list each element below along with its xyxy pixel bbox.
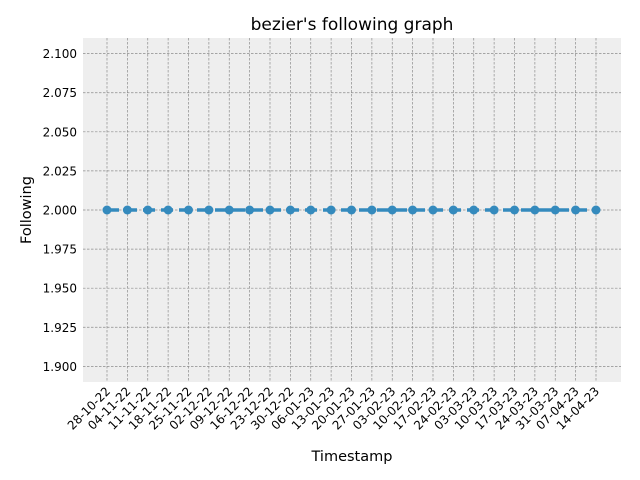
y-tick-label: 2.025 xyxy=(43,164,77,178)
data-point xyxy=(550,205,560,215)
y-tick-label: 2.075 xyxy=(43,86,77,100)
y-tick-label: 2.000 xyxy=(43,204,77,218)
data-point xyxy=(265,205,275,215)
data-point xyxy=(510,205,519,215)
data-point xyxy=(326,205,336,215)
data-point xyxy=(530,205,540,215)
y-tick-label: 1.975 xyxy=(43,243,77,257)
data-point xyxy=(591,205,601,215)
data-point xyxy=(143,205,153,215)
data-point xyxy=(448,205,458,215)
data-point xyxy=(408,205,418,215)
data-point xyxy=(367,205,377,215)
data-point xyxy=(571,205,581,215)
x-ticks: 28-10-2204-11-2211-11-2218-11-2225-11-22… xyxy=(65,384,602,432)
data-point xyxy=(387,205,397,215)
data-point xyxy=(285,205,295,215)
data-point xyxy=(489,205,499,215)
data-point xyxy=(122,205,132,215)
y-tick-label: 2.050 xyxy=(43,125,77,139)
chart-title: bezier's following graph xyxy=(251,15,454,35)
data-point xyxy=(428,205,438,215)
data-point xyxy=(204,205,214,215)
y-tick-label: 2.100 xyxy=(43,47,77,61)
y-tick-label: 1.950 xyxy=(43,282,77,296)
data-point xyxy=(469,205,479,215)
data-point xyxy=(163,205,173,215)
data-point xyxy=(184,205,193,215)
data-point xyxy=(224,205,234,215)
series-group xyxy=(102,205,601,215)
data-point xyxy=(245,205,255,215)
y-tick-label: 1.925 xyxy=(43,321,77,335)
y-axis-label: Following xyxy=(19,176,35,244)
data-point xyxy=(306,205,316,215)
y-ticks: 1.900 1.925 1.950 1.975 2.000 2.025 2.050 2.075… xyxy=(43,47,77,374)
y-tick-label: 1.900 xyxy=(43,360,77,374)
x-axis-label: Timestamp xyxy=(311,449,393,465)
data-point xyxy=(102,205,112,215)
data-point xyxy=(347,205,356,215)
